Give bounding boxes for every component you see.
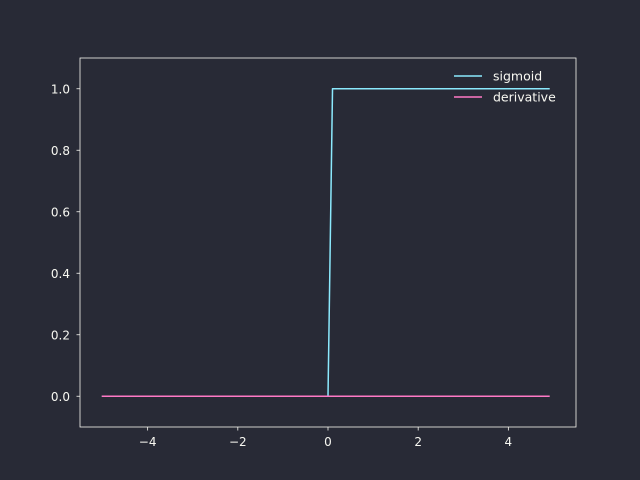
- x-tick-label: 0: [324, 435, 332, 449]
- y-tick-label: 0.6: [51, 205, 70, 219]
- legend-label-derivative: derivative: [493, 90, 556, 105]
- y-tick-label: 0.2: [51, 328, 70, 342]
- series-layer: [101, 88, 550, 397]
- y-tick-label: 0.8: [51, 144, 70, 158]
- legend: sigmoid derivative: [454, 69, 556, 105]
- x-axis: −4 −2 0 2 4: [139, 427, 512, 449]
- x-tick-label: −2: [229, 435, 247, 449]
- legend-label-sigmoid: sigmoid: [493, 69, 542, 84]
- y-tick-label: 0.0: [51, 390, 70, 404]
- y-axis: 0.0 0.2 0.4 0.6 0.8 1.0: [51, 82, 80, 404]
- x-tick-label: −4: [139, 435, 157, 449]
- x-tick-label: 4: [505, 435, 513, 449]
- x-tick-label: 2: [414, 435, 422, 449]
- y-tick-label: 1.0: [51, 82, 70, 96]
- y-tick-label: 0.4: [51, 267, 70, 281]
